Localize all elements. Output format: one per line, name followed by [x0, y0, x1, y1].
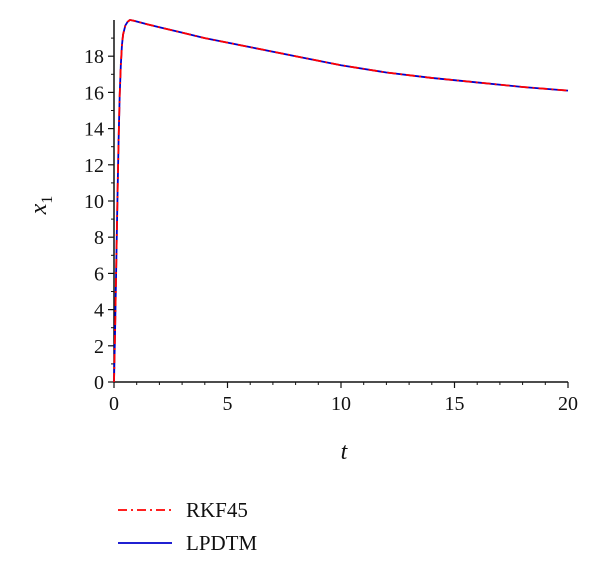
y-tick-label: 18 — [84, 46, 104, 68]
y-tick-label: 14 — [84, 119, 104, 141]
series-line-rkf45 — [113, 19, 569, 383]
x-tick-label: 20 — [558, 393, 578, 415]
series-layer — [113, 19, 569, 383]
y-tick-label: 0 — [94, 372, 104, 394]
y-tick-label: 10 — [84, 191, 104, 213]
legend-label-rkf45: RKF45 — [186, 498, 248, 522]
y-tick-label: 8 — [94, 227, 104, 249]
x-axis-title: t — [341, 439, 349, 465]
legend: RKF45 LPDTM — [118, 498, 258, 555]
x-tick-label: 0 — [109, 393, 119, 415]
y-tick-label: 2 — [94, 336, 104, 358]
legend-label-lpdtm: LPDTM — [186, 531, 258, 555]
plot-frame — [113, 20, 568, 383]
x-tick-label: 5 — [223, 393, 233, 415]
x-tick-label: 15 — [445, 393, 465, 415]
y-tick-label: 4 — [94, 300, 104, 322]
y-tick-label: 16 — [84, 82, 104, 104]
y-tick-label: 12 — [84, 155, 104, 177]
series-line-lpdtm — [113, 19, 569, 383]
x-tick-label: 10 — [331, 393, 351, 415]
y-axis-title-base: x — [26, 203, 52, 215]
y-axis-title-subscript: 1 — [39, 196, 56, 204]
y-axis-title: x1 — [26, 196, 56, 216]
axis-ticks: 0 5 10 15 20 0 2 4 6 8 10 12 14 16 18 — [84, 37, 578, 415]
y-tick-label: 6 — [94, 263, 104, 285]
